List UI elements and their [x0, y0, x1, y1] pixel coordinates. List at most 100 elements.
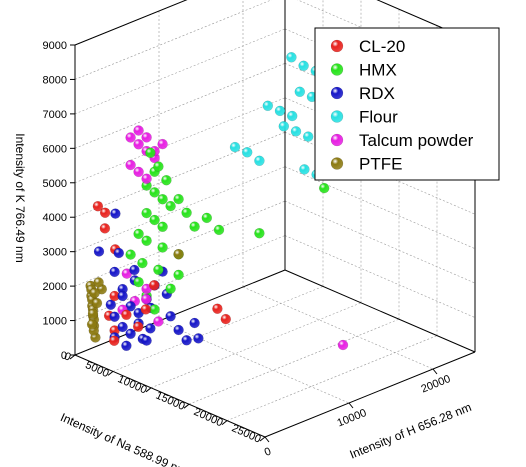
- x-tick-mark: [145, 387, 152, 393]
- y-tick-label: 0: [263, 446, 273, 459]
- legend-marker: [330, 39, 344, 53]
- data-point-hmx: [149, 304, 160, 315]
- legend-marker: [330, 157, 344, 170]
- data-point-talcum-powder: [133, 125, 144, 136]
- box-edge: [74, 0, 188, 46]
- x-tick-label: 0: [62, 350, 72, 363]
- legend: CL-20 HMX RDX Flour Talcum powder PTFE: [314, 27, 500, 181]
- x-tick-label: 20000: [192, 406, 225, 429]
- data-point-rdx: [193, 333, 204, 344]
- data-point-hmx: [165, 200, 176, 212]
- y-tick-mark: [348, 402, 354, 409]
- grid-line-z: [74, 63, 286, 149]
- data-point-cl-20: [212, 303, 223, 314]
- x-tick-label: 10000: [116, 373, 149, 396]
- data-point-rdx: [165, 311, 176, 322]
- box-edge: [284, 269, 476, 353]
- data-point-flour: [229, 141, 241, 153]
- data-point-hmx: [145, 147, 156, 159]
- data-point-hmx: [149, 187, 160, 198]
- data-point-ptfe: [86, 319, 98, 330]
- data-point-cl-20: [99, 207, 111, 218]
- data-point-rdx: [129, 264, 140, 276]
- z-tick-label: 6000: [43, 143, 67, 155]
- grid-line-z: [74, 166, 286, 252]
- box-edge: [74, 354, 266, 438]
- data-point-rdx: [125, 328, 136, 339]
- legend-marker: [330, 86, 344, 100]
- x-tick-mark: [259, 436, 266, 442]
- data-point-hmx: [141, 207, 152, 219]
- legend-label: RDX: [359, 84, 395, 103]
- data-point-talcum-powder: [141, 132, 152, 143]
- x-tick-label: 15000: [154, 390, 187, 413]
- grid-line-z: [284, 200, 476, 284]
- data-point-talcum-powder: [125, 159, 136, 171]
- grid-line-z: [74, 0, 187, 46]
- grid-line-x: [150, 302, 362, 389]
- data-point-hmx: [181, 207, 192, 219]
- data-point-rdx: [173, 324, 184, 336]
- data-point-hmx: [157, 221, 168, 233]
- data-point-hmx: [133, 276, 144, 288]
- legend-label: Talcum powder: [359, 131, 474, 150]
- legend-box: [314, 27, 500, 181]
- x-tick-mark: [69, 354, 76, 360]
- grid-line-z: [74, 0, 273, 80]
- x-tick-mark: [107, 371, 114, 376]
- z-axis-title: Intensity of K 766.49 nm: [13, 133, 27, 262]
- data-point-rdx: [109, 311, 120, 322]
- data-point-hmx: [201, 212, 213, 224]
- data-point-cl-20: [132, 321, 144, 332]
- data-point-talcum-powder: [133, 166, 144, 178]
- data-point-flour: [299, 164, 310, 175]
- y-tick-label: 20000: [419, 373, 452, 396]
- data-point-hmx: [173, 193, 184, 205]
- data-point-hmx: [153, 264, 164, 275]
- data-point-hmx: [157, 242, 168, 253]
- data-point-rdx: [181, 335, 192, 346]
- data-point-hmx: [137, 257, 148, 269]
- data-point-talcum-powder: [153, 316, 164, 327]
- data-point-flour: [303, 131, 314, 142]
- grid-line-z: [284, 235, 476, 318]
- grid-line-z: [284, 166, 476, 249]
- x-tick-mark: [183, 403, 190, 409]
- data-point-talcum-powder: [141, 173, 152, 184]
- data-point-hmx: [157, 193, 168, 205]
- data-point-hmx: [153, 161, 164, 172]
- grid-line-y: [158, 320, 350, 404]
- y-axis-title: Intensity of H 656.28 nm: [348, 400, 474, 462]
- data-point-hmx: [161, 174, 172, 186]
- data-point-cl-20: [148, 280, 160, 291]
- data-point-ptfe: [173, 248, 184, 260]
- y-tick-mark: [432, 368, 438, 375]
- data-point-flour: [298, 60, 309, 72]
- grid-line-y: [242, 286, 434, 370]
- legend-label: Flour: [359, 108, 398, 127]
- data-point-rdx: [105, 299, 117, 310]
- data-point-flour: [241, 147, 253, 158]
- data-point-ptfe: [87, 308, 99, 319]
- data-point-ptfe: [89, 287, 100, 299]
- legend-marker: [330, 133, 344, 147]
- data-point-rdx: [141, 335, 152, 346]
- legend-label: HMX: [359, 61, 397, 80]
- data-point-hmx: [173, 269, 184, 281]
- legend-marker: [330, 110, 344, 123]
- data-point-rdx: [113, 247, 125, 259]
- data-point-hmx: [133, 228, 144, 240]
- z-tick-label: 3000: [43, 247, 67, 259]
- legend-marker: [330, 63, 344, 76]
- grid-line-z: [74, 97, 286, 184]
- data-point-flour: [278, 121, 289, 132]
- z-tick-label: 9000: [43, 40, 67, 52]
- data-point-hmx: [189, 221, 200, 232]
- data-point-rdx: [109, 266, 120, 278]
- data-point-cl-20: [108, 335, 120, 346]
- data-point-flour: [274, 105, 286, 117]
- y-tick-label: 10000: [335, 407, 368, 430]
- data-point-talcum-powder: [337, 339, 349, 351]
- box-edge: [264, 351, 476, 438]
